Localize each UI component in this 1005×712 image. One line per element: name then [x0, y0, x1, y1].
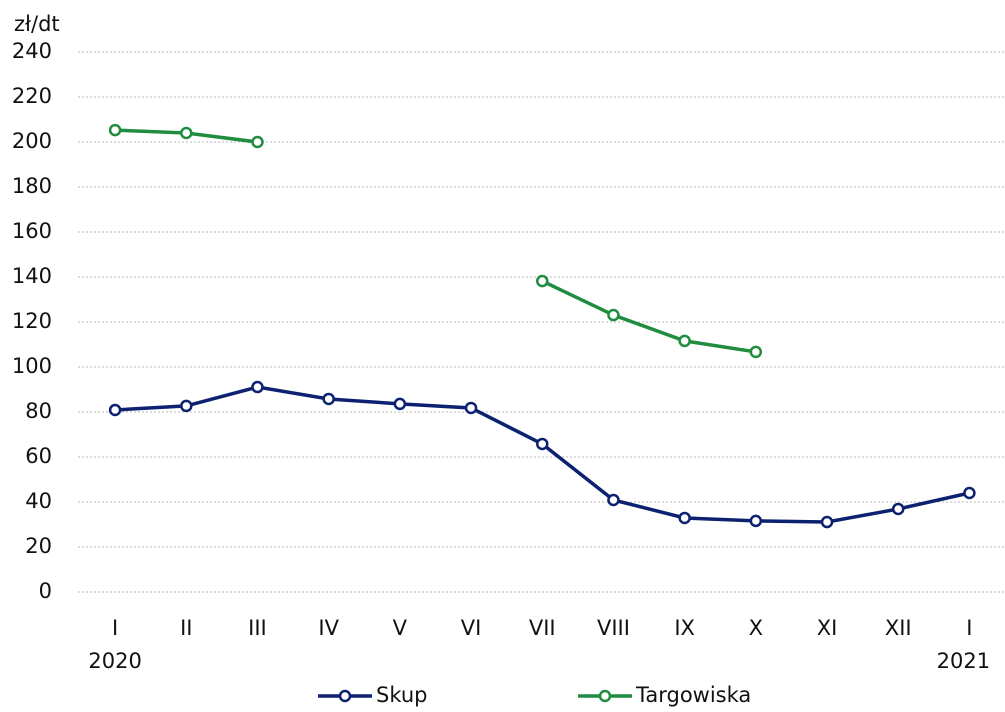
point: [393, 397, 407, 411]
point: [322, 392, 335, 406]
point: [251, 380, 264, 394]
point: [749, 514, 763, 528]
point: [464, 401, 478, 415]
x-tick-label: II: [180, 616, 192, 640]
point: [108, 403, 122, 417]
x-tick-label: IV: [318, 616, 339, 640]
point: [180, 399, 193, 413]
point: [180, 126, 193, 140]
point: [536, 437, 549, 451]
y-unit: zł/dt: [14, 12, 60, 36]
point: [108, 123, 122, 137]
point: [251, 135, 264, 149]
x-tick-label: XI: [817, 616, 838, 640]
point: [536, 274, 549, 288]
y-tick-label: 20: [25, 534, 52, 558]
year-label: 2020: [88, 649, 141, 673]
y-tick-label: 0: [39, 579, 52, 603]
y-tick-label: 120: [12, 309, 52, 333]
y-tick-label: 180: [12, 174, 52, 198]
x-tick-label: XII: [885, 616, 912, 640]
legend-label: Targowiska: [635, 683, 751, 707]
point: [678, 334, 691, 348]
y-tick-label: 140: [12, 264, 52, 288]
legend-marker: [338, 689, 352, 703]
point: [963, 486, 976, 500]
x-tick-label: V: [393, 616, 408, 640]
y-tick-label: 100: [12, 354, 52, 378]
y-tick-label: 240: [12, 39, 52, 63]
legend-label: Skup: [376, 683, 428, 707]
x-tick-label: I: [112, 616, 118, 640]
point: [891, 502, 905, 516]
legend-marker: [598, 689, 612, 703]
y-tick-label: 200: [12, 129, 52, 153]
x-tick-label: I: [966, 616, 972, 640]
point: [678, 511, 691, 525]
point: [607, 308, 620, 322]
x-tick-label: VIII: [597, 616, 630, 640]
x-tick-label: III: [248, 616, 267, 640]
x-tick-label: VI: [461, 616, 482, 640]
y-tick-label: 160: [12, 219, 52, 243]
x-tick-label: X: [749, 616, 763, 640]
y-tick-label: 60: [25, 444, 52, 468]
point: [749, 345, 763, 359]
y-tick-label: 220: [12, 84, 52, 108]
point: [820, 515, 834, 529]
x-tick-label: VII: [529, 616, 556, 640]
year-label: 2021: [937, 649, 990, 673]
x-tick-label: IX: [674, 616, 695, 640]
y-tick-label: 40: [25, 489, 52, 513]
point: [607, 493, 620, 507]
y-tick-label: 80: [25, 399, 52, 423]
series-line: [115, 128, 757, 354]
